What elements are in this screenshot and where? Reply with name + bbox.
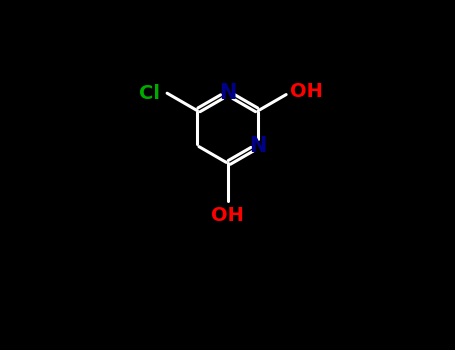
Text: OH: OH — [212, 206, 244, 225]
Text: Cl: Cl — [139, 84, 160, 103]
Text: N: N — [219, 83, 237, 103]
Text: OH: OH — [290, 82, 323, 102]
Text: N: N — [249, 136, 267, 156]
